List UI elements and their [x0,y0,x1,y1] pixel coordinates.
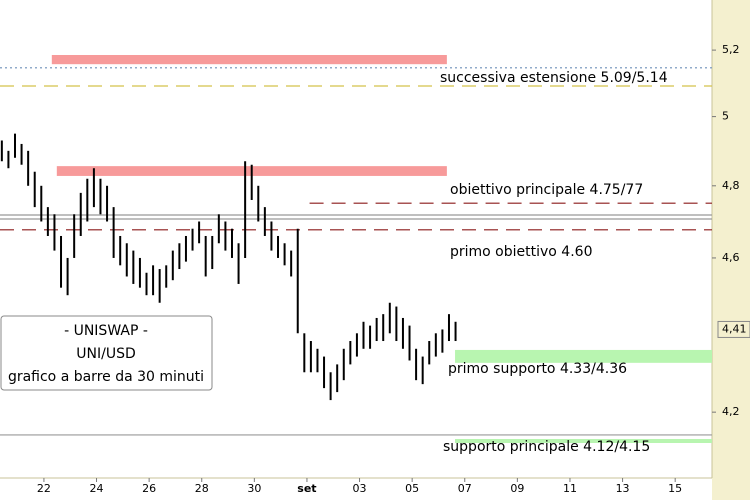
x-tick-label: 28 [195,482,209,495]
y-tick-label: 5 [722,110,729,123]
x-tick-label: 26 [142,482,156,495]
x-tick-label: 24 [90,482,104,495]
x-tick-label: 15 [668,482,682,495]
last-price-label: 4,41 [722,322,747,335]
y-tick-label: 5,2 [722,43,740,56]
level-band [51,55,447,65]
legend-subtitle: UNI/USD [76,346,135,362]
legend-title: - UNISWAP - [64,323,148,339]
last-price-box [717,320,750,338]
x-tick-label: 30 [247,482,261,495]
x-tick-label: 03 [353,482,367,495]
x-tick-label: 07 [458,482,472,495]
annotation: successiva estensione 5.09/5.14 [440,70,668,86]
x-tick-label: 13 [616,482,630,495]
annotation: primo obiettivo 4.60 [450,244,592,260]
y-tick-label: 4,6 [722,251,740,264]
legend-description: grafico a barre da 30 minuti [8,369,204,385]
legend-box [0,315,213,391]
y-tick-label: 4,8 [722,179,740,192]
y-tick-label: 4,2 [722,405,740,418]
x-tick-label: set [297,482,316,495]
x-tick-label: 22 [37,482,51,495]
x-tick-label: 05 [405,482,419,495]
x-tick-label: 11 [563,482,577,495]
level-band [455,349,712,363]
annotation: supporto principale 4.12/4.15 [443,439,650,455]
x-tick-label: 09 [510,482,524,495]
annotation: obiettivo principale 4.75/77 [450,182,643,198]
plot [0,55,712,444]
annotation: primo supporto 4.33/4.36 [448,361,627,377]
price-axis-panel [712,0,750,500]
